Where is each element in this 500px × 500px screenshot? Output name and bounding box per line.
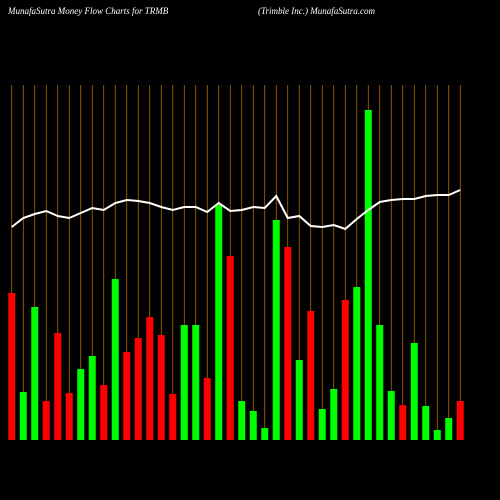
bar: [123, 352, 131, 440]
bar: [433, 430, 441, 440]
bar: [215, 205, 223, 440]
bar: [422, 406, 430, 440]
bar: [456, 401, 464, 440]
bar: [364, 110, 372, 440]
bar: [330, 389, 338, 440]
chart-subtitle: (Trimble Inc.) MunafaSutra.com: [258, 6, 375, 16]
bar: [249, 411, 257, 440]
chart-title: MunafaSutra Money Flow Charts for TRMB: [7, 6, 169, 16]
bar: [445, 418, 453, 440]
bar: [226, 256, 234, 440]
bar: [146, 317, 154, 440]
bar: [272, 220, 280, 440]
bar: [341, 300, 349, 440]
bar: [399, 405, 407, 440]
bar: [307, 311, 315, 440]
bar: [157, 335, 165, 440]
bar: [100, 385, 108, 440]
bar: [8, 293, 16, 440]
bar: [88, 356, 96, 440]
bar: [134, 338, 142, 440]
bar: [77, 369, 85, 440]
bar: [169, 394, 177, 440]
bar: [111, 279, 119, 440]
bar: [203, 378, 211, 440]
bar: [295, 360, 303, 440]
bar: [284, 247, 292, 440]
bar: [261, 428, 269, 440]
bar: [65, 393, 73, 440]
bar: [54, 333, 62, 440]
bar: [376, 325, 384, 440]
price-line: [11, 189, 461, 231]
bar: [410, 343, 418, 440]
bar: [238, 401, 246, 440]
bar: [180, 325, 188, 440]
bar: [318, 409, 326, 440]
bar: [19, 392, 27, 440]
bar: [353, 287, 361, 440]
bar: [31, 307, 39, 440]
bar: [387, 391, 395, 440]
bar: [192, 325, 200, 440]
bar: [42, 401, 50, 440]
